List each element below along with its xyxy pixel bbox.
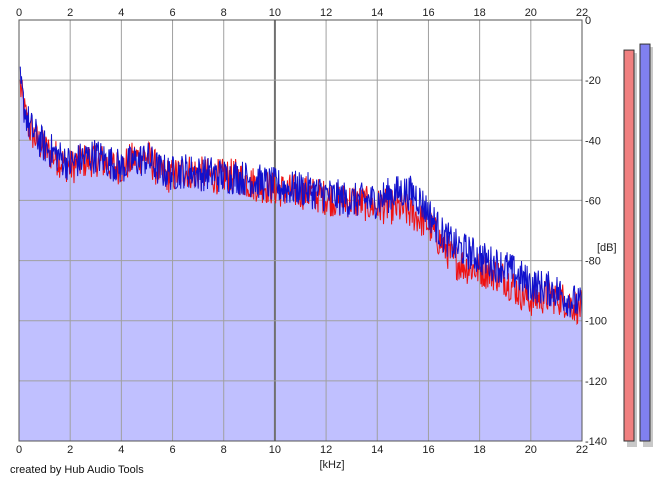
x-tick-label-top: 22 — [576, 7, 588, 19]
x-tick-label-top: 8 — [221, 7, 227, 19]
x-tick-label-top: 12 — [320, 7, 332, 19]
x-tick-label-top: 16 — [422, 7, 434, 19]
x-tick-label-bottom: 6 — [169, 444, 175, 456]
x-tick-label-bottom: 8 — [221, 444, 227, 456]
x-axis-label: [kHz] — [319, 459, 344, 471]
x-tick-label-top: 10 — [269, 7, 281, 19]
x-tick-label-top: 2 — [67, 7, 73, 19]
x-tick-label-top: 14 — [371, 7, 383, 19]
x-tick-label-top: 20 — [525, 7, 537, 19]
y-tick-label: -100 — [585, 316, 607, 328]
x-tick-label-top: 6 — [169, 7, 175, 19]
y-tick-label: -60 — [585, 195, 601, 207]
x-tick-label-bottom: 10 — [269, 444, 281, 456]
x-tick-label-top: 18 — [474, 7, 486, 19]
y-tick-label: -80 — [585, 256, 601, 268]
level-meter-blue — [639, 43, 651, 442]
x-tick-label-bottom: 18 — [474, 444, 486, 456]
y-tick-label: -140 — [585, 436, 607, 448]
x-tick-label-bottom: 2 — [67, 444, 73, 456]
y-tick-label: 0 — [585, 15, 591, 27]
series-line-blue — [19, 66, 583, 318]
x-tick-label-bottom: 20 — [525, 444, 537, 456]
x-tick-label-bottom: 4 — [118, 444, 124, 456]
y-tick-label: -20 — [585, 75, 601, 87]
x-tick-label-bottom: 22 — [576, 444, 588, 456]
x-tick-label-top: 4 — [118, 7, 124, 19]
y-tick-label: -120 — [585, 376, 607, 388]
x-tick-label-bottom: 0 — [16, 444, 22, 456]
y-tick-label: -40 — [585, 135, 601, 147]
x-tick-label-bottom: 16 — [422, 444, 434, 456]
credit-text: created by Hub Audio Tools — [10, 464, 144, 476]
x-tick-label-bottom: 12 — [320, 444, 332, 456]
plot-frame — [18, 19, 583, 442]
y-axis-label: [dB] — [597, 242, 617, 254]
level-meter-red — [623, 49, 635, 442]
x-tick-label-top: 0 — [16, 7, 22, 19]
x-tick-label-bottom: 14 — [371, 444, 383, 456]
